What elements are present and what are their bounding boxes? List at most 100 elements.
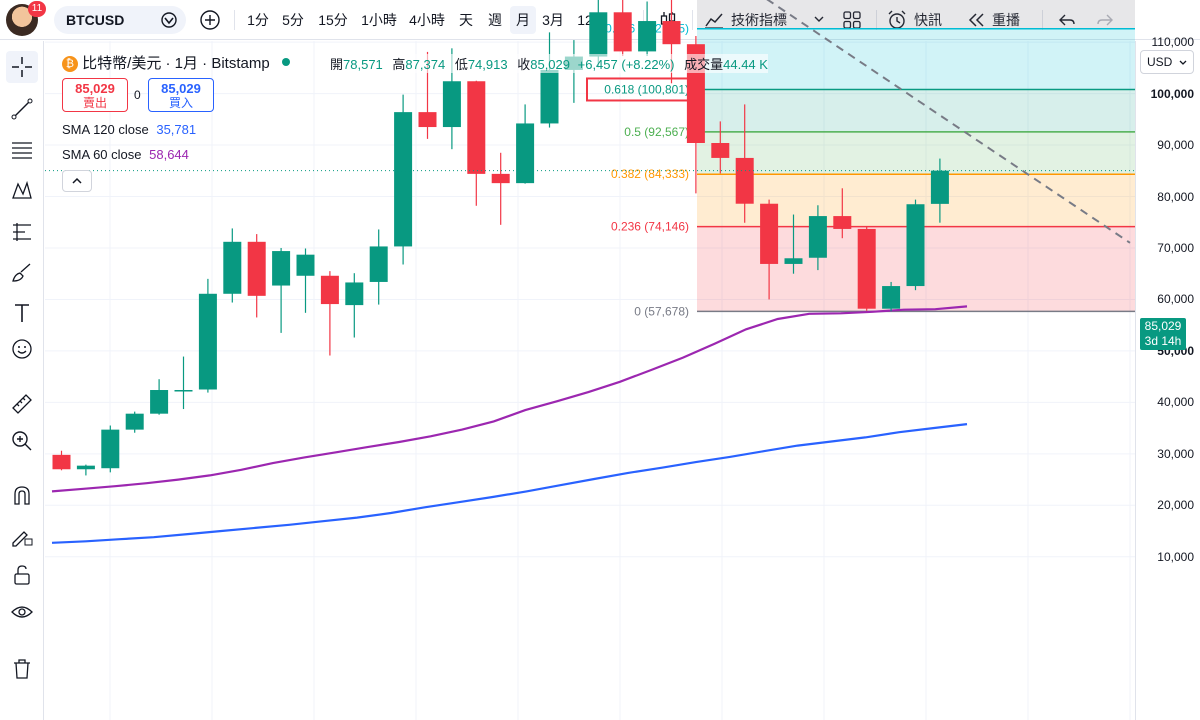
sma120-legend[interactable]: SMA 120 close 35,781 [62, 122, 196, 137]
interval-1h[interactable]: 1小時 [361, 12, 397, 28]
toolbar-divider [692, 10, 693, 30]
candle-body [320, 275, 339, 305]
last-price-value: 85,029 [1144, 319, 1182, 333]
symbol-search[interactable]: BTCUSD [54, 6, 186, 34]
notification-badge: 11 [28, 1, 46, 17]
buy-button[interactable]: 85,029 買入 [148, 78, 214, 112]
fib-level-label: 0 (57,678) [634, 304, 689, 318]
redo-button[interactable] [1092, 6, 1118, 34]
compare-symbol-icon[interactable] [160, 11, 178, 29]
symbol-legend: ₿ 比特幣/美元 · 1月 · Bitstamp [62, 52, 296, 73]
interval-5m[interactable]: 5分 [282, 12, 304, 28]
smiley-icon [12, 339, 32, 359]
interval-3month[interactable]: 3月 [542, 12, 564, 28]
lock-drawings-tool[interactable] [6, 559, 38, 591]
candle-body [223, 241, 242, 294]
candle-body [272, 251, 291, 286]
toolbar-divider [234, 10, 235, 30]
forecast-tool[interactable] [6, 216, 38, 248]
price-scale[interactable] [1135, 41, 1200, 720]
candle-body [735, 157, 754, 204]
candle-body [491, 173, 510, 184]
measure-tool[interactable] [6, 388, 38, 420]
indicators-dropdown[interactable] [808, 6, 830, 34]
fib-level-label: 0.618 (100,801) [604, 82, 689, 96]
sma120-line [51, 423, 968, 544]
fib-zone [697, 89, 1135, 132]
low-label: 低 [454, 57, 468, 72]
undo-button[interactable] [1054, 6, 1080, 34]
layouts-button[interactable] [838, 6, 866, 34]
candle-body [198, 293, 217, 390]
indicators-label: 技術指標 [731, 12, 787, 28]
interval-month[interactable]: 月 [510, 6, 536, 34]
pencil-lock-icon [12, 531, 33, 547]
brush-tool[interactable] [6, 257, 38, 289]
price-tick-label: 10,000 [1157, 549, 1194, 564]
interval-4h[interactable]: 4小時 [409, 12, 445, 28]
sma120-label: SMA 120 close [62, 122, 149, 137]
alarm-clock-icon [888, 10, 906, 29]
brush-icon [12, 263, 31, 282]
interval-1m[interactable]: 1分 [247, 12, 269, 28]
interval-12month[interactable]: 12月 [577, 12, 607, 28]
collapse-legend-button[interactable] [62, 170, 92, 192]
chart-type-button[interactable] [654, 6, 682, 34]
pattern-tool[interactable] [6, 175, 38, 207]
candle-body [516, 123, 535, 184]
crosshair-tool[interactable] [6, 51, 38, 83]
interval-week[interactable]: 週 [488, 12, 502, 28]
sma60-value: 58,644 [149, 147, 189, 162]
open-label: 開 [330, 57, 344, 72]
interval-dropdown[interactable] [614, 6, 636, 34]
sell-button[interactable]: 85,029 賣出 [62, 78, 128, 112]
candle-body [418, 112, 437, 128]
emoji-tool[interactable] [6, 333, 38, 365]
candle-body [174, 390, 193, 392]
alerts-button[interactable]: 快訊 [886, 6, 952, 34]
sma60-legend[interactable]: SMA 60 close 58,644 [62, 147, 189, 162]
fib-retracement-icon [12, 142, 32, 159]
candle-body [125, 413, 144, 430]
chevron-down-icon [1179, 60, 1187, 65]
replay-button[interactable]: 重播 [966, 6, 1032, 34]
grid-layout-icon [843, 11, 861, 29]
trendline-tool[interactable] [6, 93, 38, 125]
toolbar-divider [643, 10, 644, 30]
high-label: 高 [392, 57, 406, 72]
price-tick-label: 20,000 [1157, 498, 1194, 513]
fib-level-label: 0.382 (84,333) [611, 167, 689, 181]
indicators-button[interactable]: 技術指標 [703, 6, 803, 34]
trendline-icon [11, 98, 33, 120]
high-value: 87,374 [405, 57, 446, 72]
interval-15m[interactable]: 15分 [318, 12, 348, 28]
trash-icon [14, 659, 30, 679]
fib-tool[interactable] [6, 134, 38, 166]
unlock-icon [14, 565, 30, 585]
sma60-line [51, 305, 968, 493]
candle-body [76, 465, 95, 470]
candle-body [760, 203, 779, 264]
text-tool[interactable] [6, 297, 38, 329]
chevron-up-icon [72, 177, 82, 184]
volume-label: 成交量 [684, 57, 724, 72]
add-symbol-button[interactable] [196, 6, 224, 34]
remove-drawings-tool[interactable] [6, 653, 38, 685]
fib-zone [697, 226, 1135, 312]
zoom-tool[interactable] [6, 425, 38, 457]
redo-icon [1097, 14, 1113, 26]
sma60-label: SMA 60 close [62, 147, 142, 162]
magnet-tool[interactable] [6, 479, 38, 511]
currency-select[interactable]: USD [1140, 50, 1194, 74]
stay-drawing-tool[interactable] [6, 520, 38, 552]
hide-drawings-tool[interactable] [6, 596, 38, 628]
symbol-name: BTCUSD [66, 12, 125, 28]
interval-day[interactable]: 天 [459, 12, 473, 28]
ruler-icon [12, 394, 32, 414]
sma120-value: 35,781 [156, 122, 197, 137]
symbol-title: 比特幣/美元 · 1月 · Bitstamp [82, 55, 270, 72]
zoom-in-icon [12, 431, 32, 451]
candle-body [101, 429, 120, 469]
candle-body [52, 454, 71, 470]
candle-body [833, 216, 852, 229]
